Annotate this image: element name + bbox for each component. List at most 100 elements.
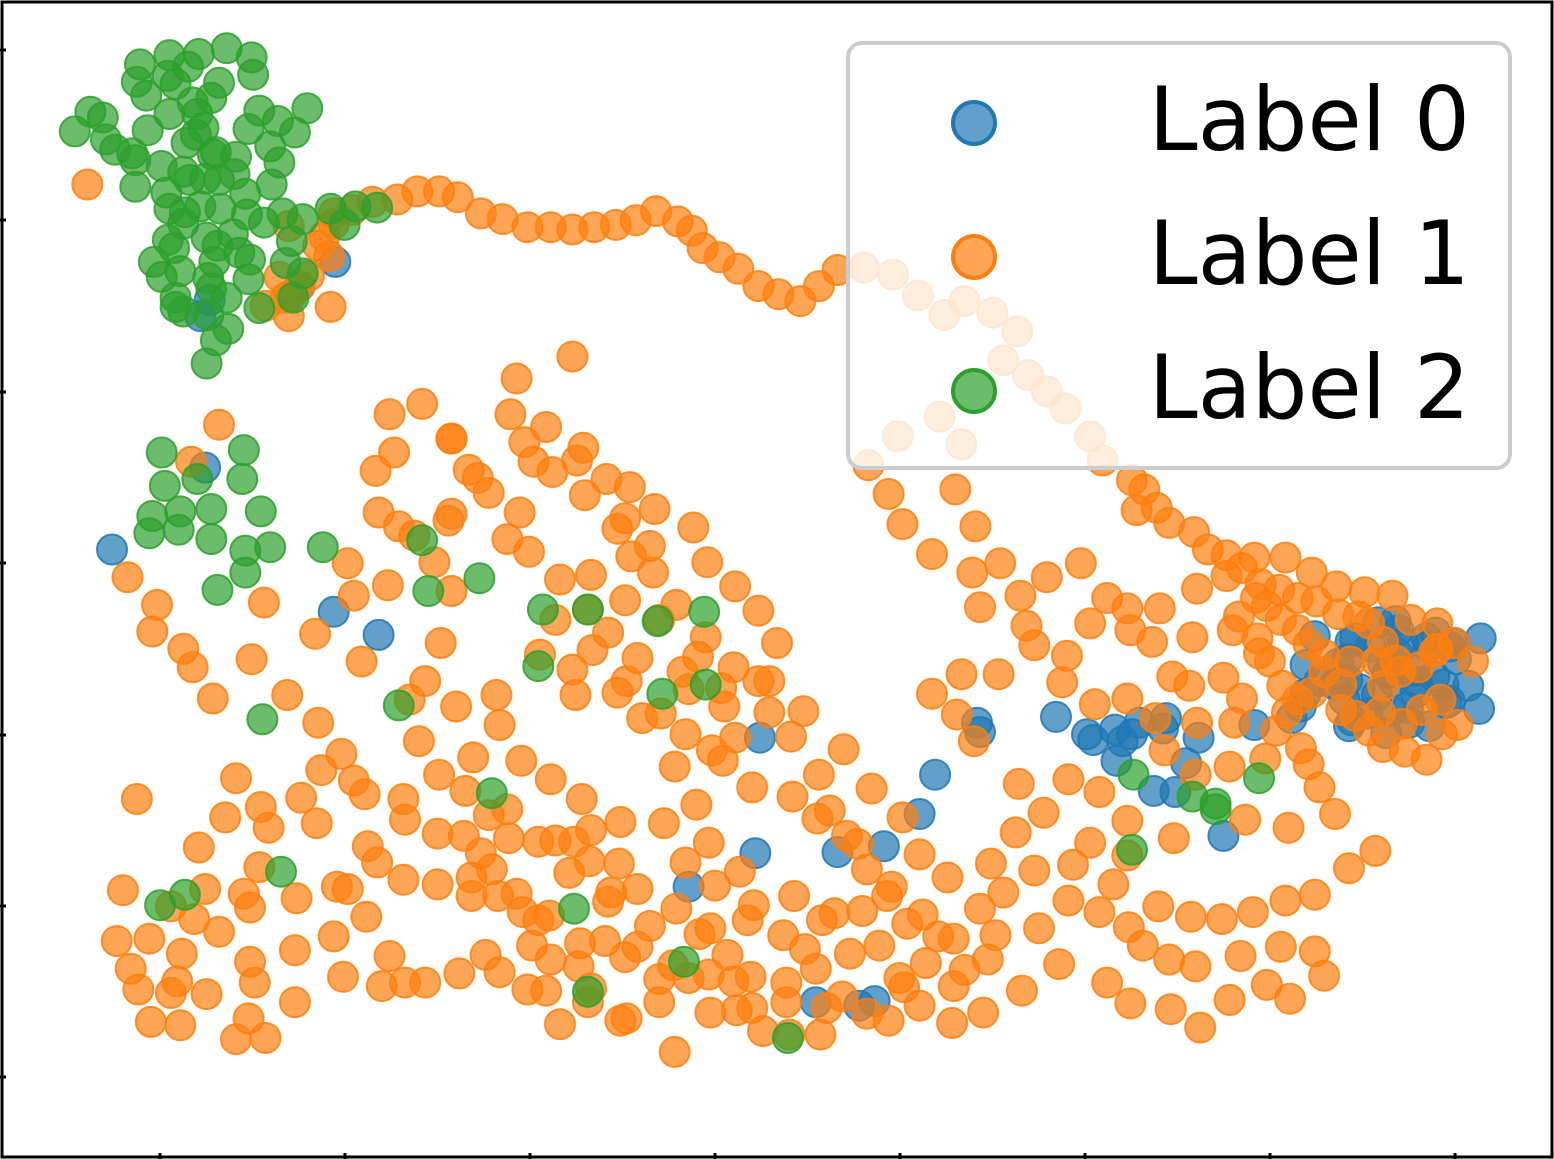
scatter-point — [692, 826, 725, 859]
scatter-point — [373, 398, 406, 431]
scatter-point — [767, 919, 800, 952]
scatter-point — [658, 1035, 691, 1068]
scatter-point — [736, 771, 769, 804]
scatter-point — [1143, 592, 1176, 625]
scatter-point — [1050, 639, 1083, 672]
scatter-point — [604, 806, 637, 838]
scatter-point — [461, 461, 494, 494]
scatter-point — [190, 978, 223, 1011]
scatter-point — [201, 229, 234, 262]
scatter-point — [646, 677, 679, 710]
scatter-point — [435, 497, 468, 530]
scatter-point — [263, 146, 296, 179]
legend-marker-label-0 — [951, 100, 997, 146]
scatter-point — [1224, 940, 1257, 972]
scatter-point — [201, 573, 234, 606]
scatter-point — [161, 965, 194, 998]
scatter-point — [787, 695, 820, 728]
scatter-point — [1207, 661, 1240, 694]
scatter-point — [1308, 638, 1341, 671]
scatter-point — [382, 689, 415, 722]
scatter-point — [668, 945, 700, 978]
scatter-point — [196, 682, 229, 715]
scatter-point — [449, 774, 482, 807]
scatter-point — [761, 627, 793, 659]
scatter-point — [810, 992, 843, 1024]
scatter-point — [658, 750, 691, 783]
scatter-point — [1395, 603, 1427, 636]
scatter-point — [148, 469, 181, 502]
scatter-point — [571, 593, 604, 626]
scatter-point — [300, 807, 333, 840]
scatter-point — [203, 408, 235, 441]
scatter-point — [916, 538, 948, 571]
scatter-point — [96, 533, 128, 566]
scatter-point — [609, 941, 642, 974]
legend-entry-label-0: Label 0 — [1149, 68, 1470, 171]
scatter-point — [1205, 903, 1238, 936]
scatter-point — [775, 720, 807, 753]
scatter-point — [168, 196, 201, 229]
scatter-point — [595, 876, 628, 909]
scatter-point — [689, 668, 722, 701]
scatter-point — [328, 208, 361, 241]
scatter-point — [305, 754, 338, 787]
scatter-point — [544, 563, 576, 596]
scatter-point — [691, 546, 724, 579]
scatter-point — [1111, 682, 1144, 715]
scatter-point — [967, 996, 1000, 1029]
scatter-point — [247, 586, 280, 619]
scatter-point — [1264, 930, 1297, 963]
scatter-point — [1426, 718, 1458, 751]
scatter-point — [1083, 776, 1116, 808]
scatter-point — [406, 387, 439, 420]
scatter-point — [106, 874, 139, 907]
scatter-point — [1174, 900, 1207, 933]
scatter-point — [637, 556, 669, 589]
scatter-point — [131, 114, 164, 147]
scatter-point — [680, 788, 713, 821]
scatter-point — [249, 1022, 282, 1054]
scatter-point — [804, 1018, 837, 1051]
scatter-point — [130, 79, 163, 112]
scatter-point — [1333, 852, 1365, 885]
legend-frame — [846, 41, 1512, 470]
scatter-point — [181, 463, 214, 495]
scatter-point — [643, 963, 676, 996]
scatter-point — [717, 965, 750, 998]
scatter-point — [1052, 763, 1085, 796]
scatter-point — [421, 868, 454, 901]
scatter-point — [168, 878, 201, 911]
scatter-point — [1424, 683, 1457, 716]
scatter-point — [1359, 834, 1392, 867]
scatter-point — [475, 777, 508, 810]
scatter-point — [359, 454, 392, 487]
scatter-point — [916, 677, 948, 710]
scatter-point — [556, 340, 589, 373]
scatter-point — [1040, 700, 1072, 733]
scatter-point — [443, 957, 476, 990]
scatter-point — [1046, 666, 1079, 699]
scatter-point — [770, 986, 803, 1019]
scatter-point — [1236, 896, 1269, 929]
scatter-point — [568, 479, 601, 512]
scatter-point — [850, 997, 883, 1030]
scatter-point — [409, 966, 442, 999]
scatter-point — [1274, 982, 1306, 1015]
scatter-point — [1052, 884, 1085, 917]
scatter-point — [71, 168, 104, 201]
scatter-point — [277, 281, 310, 314]
scatter-point — [491, 523, 524, 556]
scatter-point — [945, 658, 978, 691]
scatter-point — [58, 115, 91, 148]
scatter-point — [1213, 983, 1246, 1016]
scatter-point — [331, 547, 364, 580]
scatter-point — [373, 940, 406, 972]
scatter-point — [571, 975, 604, 1008]
tick-marks — [0, 48, 1457, 1159]
scatter-point — [610, 665, 643, 698]
scatter-point — [119, 170, 152, 203]
scatter-point — [871, 880, 904, 912]
scatter-point — [1457, 645, 1489, 678]
scatter-point — [1114, 987, 1147, 1020]
